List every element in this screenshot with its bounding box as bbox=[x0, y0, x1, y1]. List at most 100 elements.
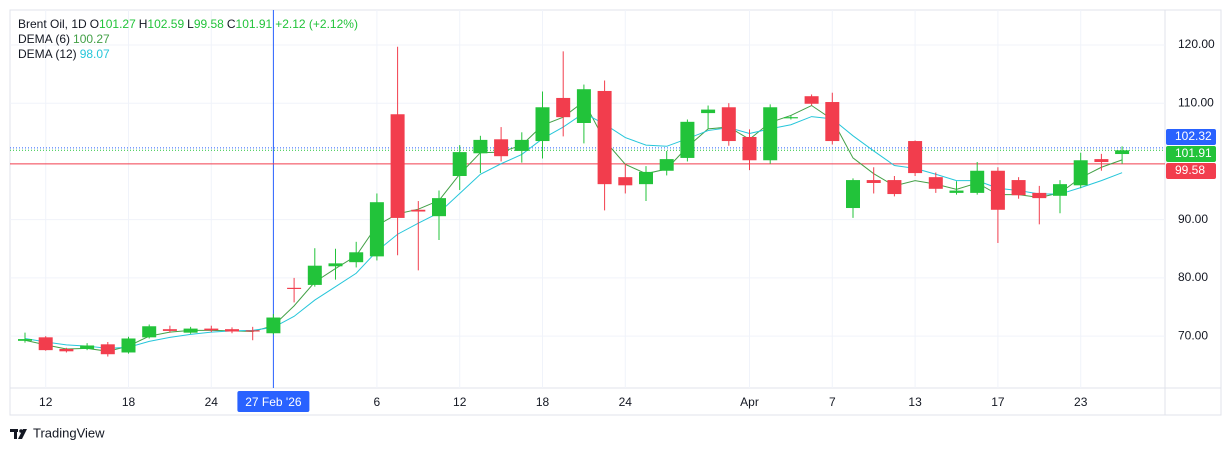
ohlc-label: L bbox=[187, 17, 194, 31]
indicator-name: DEMA (6) bbox=[18, 32, 71, 46]
candle-body bbox=[804, 96, 819, 104]
candle-body bbox=[721, 107, 736, 142]
candle-body bbox=[204, 328, 219, 331]
candle-body bbox=[80, 345, 95, 349]
candle-body bbox=[887, 180, 902, 195]
chart-frame bbox=[9, 9, 1222, 416]
y-tick-label: 90.00 bbox=[1178, 212, 1208, 226]
crosshair-label-box bbox=[237, 391, 310, 412]
price-label: 102.32 bbox=[1175, 129, 1212, 143]
candle-body bbox=[846, 180, 860, 209]
price-label-box bbox=[1166, 129, 1216, 146]
brand-name: TradingView bbox=[33, 425, 105, 440]
x-tick-label: 24 bbox=[205, 395, 219, 409]
change: +2.12 (+2.12%) bbox=[275, 17, 358, 31]
candle-body bbox=[576, 89, 591, 123]
candle-body bbox=[162, 329, 177, 331]
x-tick-label: 7 bbox=[829, 395, 836, 409]
y-tick-label: 70.00 bbox=[1178, 328, 1208, 342]
price-label-box bbox=[1166, 163, 1216, 180]
candle-body bbox=[349, 252, 364, 263]
brand-logo bbox=[10, 429, 27, 439]
candle-body bbox=[908, 141, 923, 174]
x-tick-label: 17 bbox=[991, 395, 1005, 409]
candle-body bbox=[970, 170, 985, 193]
candle-body bbox=[225, 329, 239, 332]
ohlc-value: 101.27 bbox=[99, 17, 136, 31]
candle-body bbox=[514, 139, 529, 151]
y-tick-label: 80.00 bbox=[1178, 270, 1208, 284]
logo-part bbox=[14, 429, 17, 439]
indicator-line bbox=[24, 112, 1123, 349]
indicator-value: 98.07 bbox=[79, 47, 110, 61]
candle-body bbox=[266, 317, 281, 334]
candle-body bbox=[38, 337, 53, 351]
candle-body bbox=[432, 198, 446, 217]
candle-body bbox=[473, 139, 488, 154]
price-label: 101.91 bbox=[1175, 146, 1212, 160]
candle-body bbox=[287, 287, 302, 289]
candle-body bbox=[928, 177, 943, 189]
x-tick-label: 18 bbox=[536, 395, 550, 409]
ohlc-value: 102.59 bbox=[147, 17, 185, 31]
x-tick-label: 18 bbox=[122, 395, 136, 409]
ohlc-value: 101.91 bbox=[235, 17, 273, 31]
x-tick-label: Apr bbox=[740, 395, 759, 409]
ohlc-label: O bbox=[89, 17, 100, 31]
candle-body bbox=[245, 330, 260, 332]
ohlc-value: 99.58 bbox=[193, 17, 224, 31]
candle-body bbox=[100, 344, 115, 355]
ohlc-label: C bbox=[226, 17, 236, 31]
x-tick-label: 23 bbox=[1074, 395, 1088, 409]
candle-body bbox=[328, 263, 343, 267]
candle-body bbox=[639, 171, 653, 185]
symbol: Brent Oil, 1D bbox=[18, 17, 87, 31]
candle-body bbox=[659, 159, 674, 171]
x-tick-label: 27 Feb '26 bbox=[245, 395, 302, 409]
x-tick-label: 12 bbox=[39, 395, 53, 409]
price-label: 99.58 bbox=[1175, 163, 1205, 177]
candle-body bbox=[949, 190, 964, 193]
candle-body bbox=[307, 265, 322, 285]
candle-body bbox=[411, 209, 426, 212]
x-tick-label: 6 bbox=[374, 395, 381, 409]
candle-body bbox=[701, 109, 716, 114]
candle-body bbox=[183, 328, 198, 333]
candle-body bbox=[680, 121, 695, 158]
candle-body bbox=[742, 136, 757, 161]
candle-body bbox=[1073, 160, 1088, 186]
candle-body bbox=[1115, 150, 1130, 155]
candle-body bbox=[452, 152, 467, 176]
candle-body bbox=[990, 170, 1005, 210]
candle-body bbox=[597, 90, 612, 185]
x-tick-label: 24 bbox=[619, 395, 633, 409]
candle-body bbox=[390, 114, 405, 218]
legend-row: DEMA (6) 100.27 bbox=[18, 32, 361, 47]
indicator-name: DEMA (12) bbox=[18, 47, 77, 61]
ohlc-label: H bbox=[138, 17, 148, 31]
candle-body bbox=[763, 107, 778, 161]
candle-body bbox=[1032, 192, 1047, 199]
candle-body bbox=[494, 139, 509, 157]
legend-row: DEMA (12) 98.07 bbox=[18, 47, 361, 62]
indicator-value: 100.27 bbox=[73, 32, 110, 46]
x-tick-label: 12 bbox=[453, 395, 467, 409]
legend-row: Brent Oil, 1D O101.27 H102.59 L99.58 C101.91… bbox=[18, 17, 361, 32]
x-tick-label: 13 bbox=[908, 395, 922, 409]
candle-body bbox=[1011, 180, 1026, 196]
candle-body bbox=[1094, 159, 1109, 163]
y-tick-label: 110.00 bbox=[1178, 95, 1214, 109]
candle-body bbox=[556, 97, 571, 118]
candle-body bbox=[18, 339, 32, 341]
candle-body bbox=[618, 177, 633, 186]
candle-body bbox=[369, 202, 384, 257]
candle-body bbox=[825, 102, 840, 142]
candle-body bbox=[866, 180, 881, 183]
candle-body bbox=[535, 107, 550, 142]
logo-part bbox=[18, 429, 27, 439]
price-label-box bbox=[1166, 146, 1216, 163]
candle-body bbox=[121, 338, 136, 353]
y-tick-label: 120.00 bbox=[1178, 37, 1215, 51]
plot-area bbox=[10, 10, 1165, 388]
